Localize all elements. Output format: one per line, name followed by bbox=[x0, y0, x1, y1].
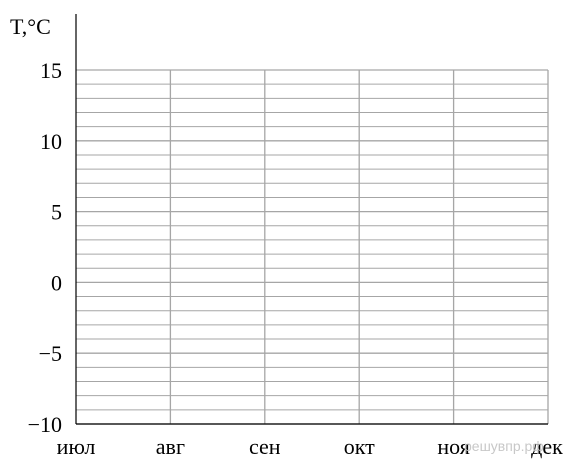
y-tick-labels: 15 10 5 0 −5 −10 bbox=[28, 58, 62, 437]
x-tick-label: сен bbox=[249, 434, 281, 459]
x-tick-label: авг bbox=[156, 434, 185, 459]
x-tick-labels: июл авг сен окт ноя дек bbox=[57, 434, 563, 459]
watermark: решувпр.рф bbox=[464, 438, 544, 454]
y-tick-label: −10 bbox=[28, 412, 62, 437]
x-tick-label: ноя bbox=[437, 434, 469, 459]
y-tick-label: 5 bbox=[51, 200, 62, 225]
y-tick-label: −5 bbox=[39, 341, 62, 366]
x-tick-label: дек bbox=[531, 434, 563, 459]
x-tick-label: июл bbox=[57, 434, 96, 459]
x-tick-label: окт bbox=[344, 434, 375, 459]
y-tick-label: 10 bbox=[40, 129, 62, 154]
y-tick-label: 0 bbox=[51, 270, 62, 295]
grid bbox=[76, 69, 549, 425]
y-tick-label: 15 bbox=[40, 58, 62, 83]
y-axis-label: T,°C bbox=[10, 14, 51, 39]
